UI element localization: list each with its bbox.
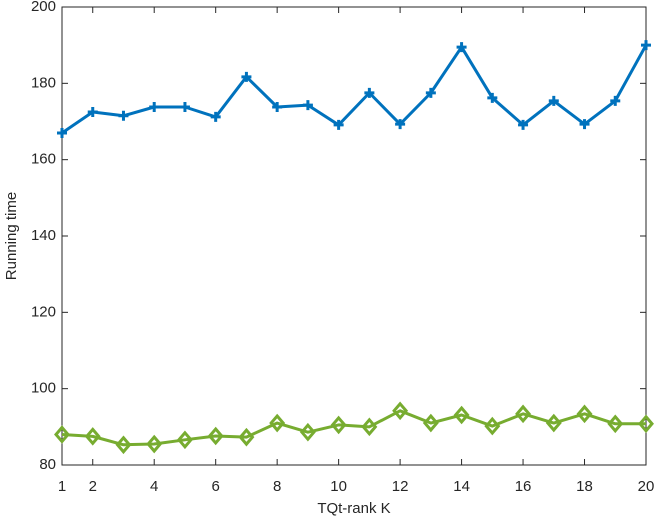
- marker: [422, 413, 439, 433]
- marker: [487, 92, 498, 103]
- marker: [269, 413, 286, 433]
- marker: [210, 111, 221, 122]
- x-tick-label: 2: [89, 478, 97, 495]
- y-tick-label: 140: [31, 227, 56, 244]
- marker: [146, 434, 163, 454]
- marker: [610, 95, 621, 106]
- x-tick-label: 8: [273, 478, 281, 495]
- marker: [115, 435, 132, 455]
- marker: [579, 119, 590, 130]
- marker: [364, 87, 375, 98]
- marker: [395, 119, 406, 130]
- marker: [333, 119, 344, 130]
- marker: [607, 414, 624, 434]
- marker: [330, 415, 347, 435]
- marker: [57, 127, 67, 138]
- series-line: [61, 44, 648, 135]
- marker: [149, 101, 160, 112]
- marker: [54, 425, 70, 444]
- y-tick-label: 100: [31, 380, 56, 397]
- marker: [576, 404, 593, 424]
- marker: [87, 106, 98, 117]
- y-tick-label: 180: [31, 74, 56, 91]
- marker: [641, 40, 651, 51]
- marker: [238, 427, 255, 447]
- y-tick-label: 160: [31, 151, 56, 168]
- marker: [299, 422, 316, 442]
- marker: [118, 110, 129, 121]
- marker: [638, 414, 654, 434]
- x-tick-label: 6: [212, 478, 220, 495]
- marker: [456, 42, 467, 53]
- marker: [453, 405, 470, 425]
- x-tick-label: 14: [453, 478, 470, 495]
- y-tick-label: 120: [31, 303, 56, 320]
- marker: [484, 416, 501, 436]
- y-tick-label: 80: [39, 456, 56, 473]
- x-tick-label: 20: [638, 478, 654, 495]
- x-axis-label: TQt-rank K: [317, 500, 390, 517]
- x-tick-label: 16: [515, 478, 532, 495]
- marker: [392, 401, 409, 421]
- marker: [515, 404, 532, 424]
- marker: [361, 417, 378, 437]
- marker: [272, 101, 283, 112]
- marker: [241, 71, 252, 82]
- x-tick-label: 1: [58, 478, 66, 495]
- marker: [425, 87, 436, 98]
- marker: [176, 430, 193, 450]
- y-tick-label: 200: [31, 0, 56, 15]
- marker: [207, 426, 224, 446]
- x-tick-label: 12: [392, 478, 409, 495]
- marker: [548, 95, 559, 106]
- x-tick-label: 10: [330, 478, 347, 495]
- marker: [545, 413, 562, 433]
- plot-area: [61, 6, 647, 466]
- marker: [179, 101, 190, 112]
- marker: [302, 100, 313, 111]
- y-axis-label: Running time: [3, 192, 20, 280]
- x-tick-label: 18: [576, 478, 593, 495]
- marker: [518, 119, 529, 130]
- x-tick-label: 4: [150, 478, 158, 495]
- marker: [84, 427, 101, 446]
